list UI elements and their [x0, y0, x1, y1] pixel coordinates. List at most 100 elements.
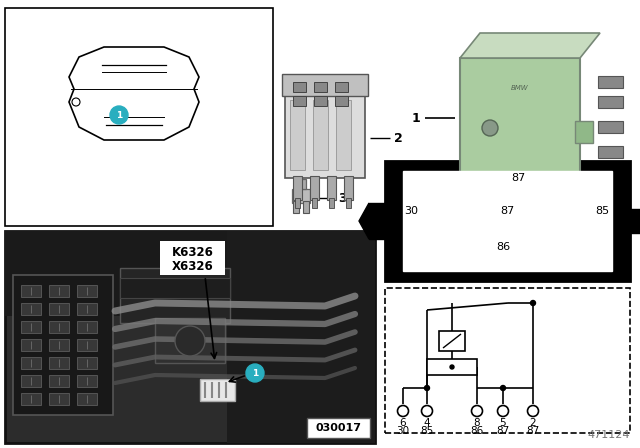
Circle shape	[72, 98, 80, 106]
Bar	[290, 100, 305, 170]
Bar	[77, 321, 97, 333]
Bar	[77, 303, 97, 315]
Text: 86: 86	[496, 242, 510, 252]
Bar	[313, 100, 328, 170]
Text: 030017: 030017	[316, 423, 362, 433]
Bar	[5, 231, 375, 316]
Bar	[329, 198, 334, 208]
Bar	[369, 203, 387, 239]
Bar	[310, 176, 319, 200]
Polygon shape	[460, 33, 600, 58]
Bar	[155, 318, 225, 363]
Bar	[335, 96, 348, 106]
Text: 2: 2	[530, 418, 536, 427]
Polygon shape	[359, 203, 369, 239]
Bar	[295, 198, 300, 208]
Bar	[385, 161, 630, 281]
Bar	[5, 8, 273, 226]
Circle shape	[500, 385, 506, 391]
Text: 85: 85	[595, 206, 609, 216]
Bar	[293, 96, 306, 106]
Bar	[77, 357, 97, 369]
Text: 2: 2	[394, 132, 403, 145]
Bar	[160, 241, 225, 275]
Text: 1: 1	[412, 112, 420, 125]
Bar	[21, 357, 41, 369]
Bar	[293, 176, 302, 200]
Bar	[575, 121, 593, 143]
Bar	[296, 179, 306, 189]
Text: 8: 8	[474, 418, 480, 427]
Bar	[598, 146, 623, 158]
Bar	[120, 278, 230, 298]
Bar	[314, 96, 327, 106]
Bar	[344, 176, 353, 200]
Bar	[49, 303, 69, 315]
Bar	[5, 231, 375, 443]
Bar	[293, 82, 306, 92]
Bar	[77, 375, 97, 387]
Polygon shape	[69, 47, 199, 140]
Bar	[21, 285, 41, 297]
Text: 30: 30	[404, 206, 418, 216]
Circle shape	[497, 405, 509, 417]
Bar	[385, 288, 630, 433]
Circle shape	[482, 120, 498, 136]
Bar	[427, 359, 477, 375]
Bar	[49, 339, 69, 351]
Bar	[227, 231, 375, 443]
Bar	[335, 82, 348, 92]
Bar	[628, 209, 640, 233]
Bar	[282, 74, 368, 96]
Bar	[327, 176, 336, 200]
Bar	[200, 379, 235, 401]
Circle shape	[110, 106, 128, 124]
Bar	[460, 58, 580, 178]
Circle shape	[531, 301, 536, 306]
Bar	[120, 268, 230, 323]
Text: 3: 3	[338, 191, 347, 204]
Bar	[21, 393, 41, 405]
Text: 87: 87	[511, 173, 525, 183]
Text: 5: 5	[500, 418, 506, 427]
Bar	[21, 303, 41, 315]
Text: 4: 4	[424, 418, 430, 427]
Bar	[49, 375, 69, 387]
Text: 87: 87	[526, 426, 540, 435]
Circle shape	[246, 364, 264, 382]
Bar	[77, 393, 97, 405]
Text: 1: 1	[116, 111, 122, 120]
Bar	[13, 275, 113, 415]
Bar	[598, 96, 623, 108]
Bar	[49, 321, 69, 333]
Bar	[21, 375, 41, 387]
Text: 6: 6	[400, 418, 406, 427]
Bar	[312, 198, 317, 208]
Bar	[598, 121, 623, 133]
Bar	[21, 339, 41, 351]
Circle shape	[450, 365, 454, 369]
Circle shape	[472, 405, 483, 417]
Text: K6326: K6326	[172, 246, 214, 259]
Text: 471124: 471124	[588, 430, 630, 440]
Bar	[292, 189, 310, 203]
Bar	[49, 393, 69, 405]
Bar	[314, 82, 327, 92]
Circle shape	[175, 326, 205, 356]
Text: 85: 85	[420, 426, 434, 435]
Circle shape	[422, 405, 433, 417]
Circle shape	[424, 385, 429, 391]
Text: 87: 87	[497, 426, 509, 435]
Bar	[77, 339, 97, 351]
Text: 1: 1	[252, 369, 258, 378]
Text: X6326: X6326	[172, 259, 214, 272]
Text: 86: 86	[470, 426, 484, 435]
Bar	[598, 76, 623, 88]
Bar	[21, 321, 41, 333]
Bar	[336, 100, 351, 170]
Text: 87: 87	[500, 206, 515, 216]
Bar	[439, 331, 465, 351]
Bar	[49, 285, 69, 297]
Text: 30: 30	[396, 426, 410, 435]
Bar	[303, 201, 309, 213]
